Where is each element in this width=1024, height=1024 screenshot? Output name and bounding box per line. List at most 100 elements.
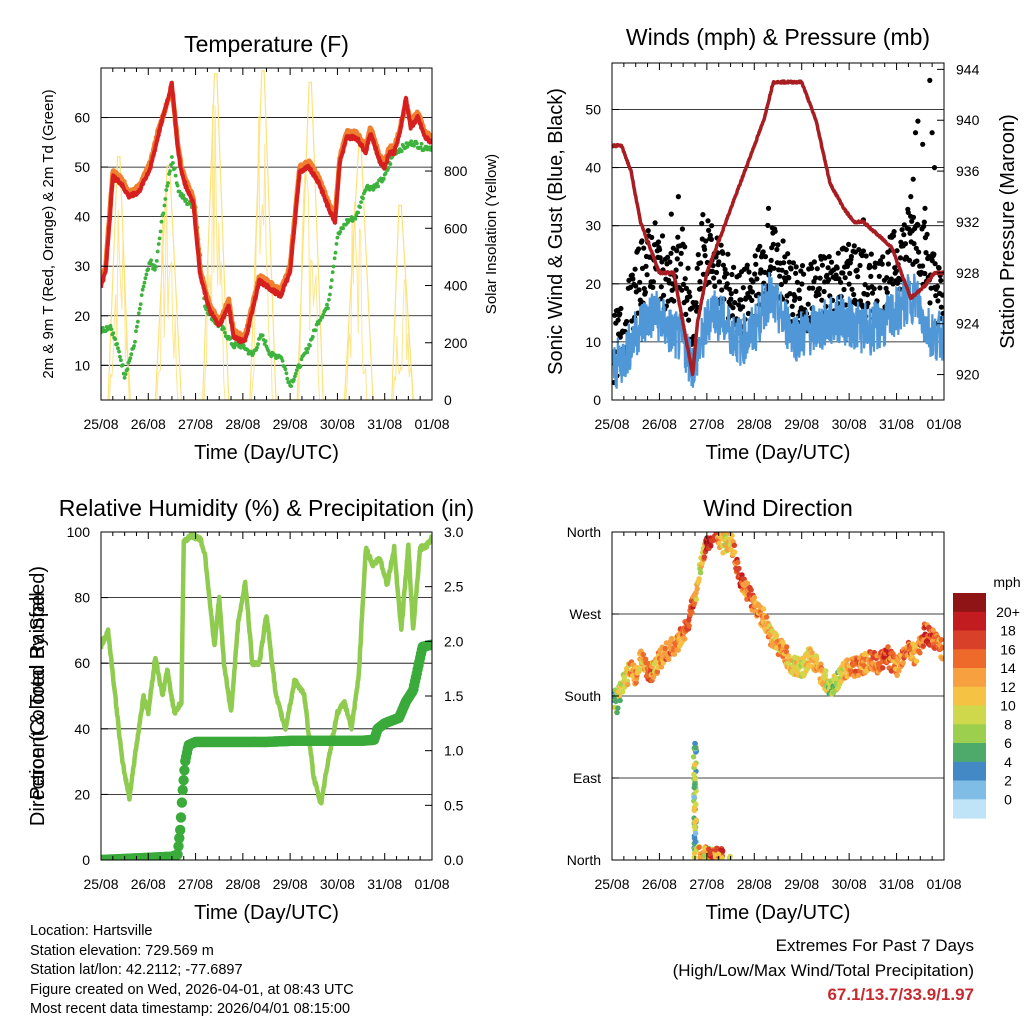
dewpoint-point: [184, 197, 189, 202]
gust-point: [778, 281, 785, 288]
extremes-panel: Extremes For Past 7 Days (High/Low/Max W…: [673, 934, 974, 1008]
colorbar-label: 8: [1004, 716, 1012, 732]
y2-axis-label: Station Pressure (Maroon): [997, 114, 1019, 349]
y2-axis-label: Solar Insolation (Yellow): [483, 154, 500, 314]
direction-point: [940, 644, 944, 651]
gust-point: [912, 130, 919, 136]
gust-point: [667, 259, 673, 265]
x-tick-label: 01/08: [414, 876, 449, 892]
gust-point: [868, 251, 874, 257]
dewpoint-point: [341, 226, 345, 231]
direction-point: [658, 664, 665, 670]
dewpoint-point: [306, 346, 310, 351]
gust-point: [699, 220, 705, 227]
dewpoint-point: [154, 259, 159, 263]
gust-point: [718, 242, 724, 248]
direction-point: [707, 851, 713, 857]
gust-point: [938, 304, 944, 310]
direction-point: [885, 644, 891, 650]
dewpoint-point: [429, 145, 432, 150]
dewpoint-point: [260, 333, 265, 338]
gust-point: [671, 298, 677, 304]
x-tick-label: 31/08: [879, 876, 914, 892]
gust-point: [650, 284, 656, 290]
x-tick-label: 30/08: [832, 416, 867, 432]
direction-point: [692, 740, 698, 747]
dewpoint-point: [333, 250, 338, 255]
gust-point: [879, 261, 885, 267]
direction-point: [686, 623, 692, 629]
gust-point: [765, 205, 772, 211]
direction-point: [614, 709, 620, 716]
x-tick-label: 26/08: [131, 416, 166, 432]
gust-point: [897, 255, 904, 261]
gust-point: [733, 288, 739, 294]
dewpoint-point: [383, 171, 388, 176]
gust-point: [933, 293, 939, 299]
dewpoint-point: [412, 143, 416, 148]
y-tick-label: 50: [74, 159, 90, 175]
gust-point: [615, 317, 621, 323]
direction-point: [682, 636, 688, 642]
dewpoint-point: [165, 184, 170, 188]
direction-point: [731, 542, 738, 548]
direction-point: [786, 654, 792, 660]
gust-point: [652, 220, 658, 226]
gust-point: [788, 266, 794, 272]
gust-point: [905, 209, 911, 216]
y2-tick-label: 1.0: [444, 743, 464, 759]
x-tick-label: 25/08: [594, 876, 629, 892]
direction-point: [650, 674, 657, 680]
gust-point: [629, 272, 635, 278]
direction-point: [615, 705, 621, 711]
series-solar-insolation-detail: [109, 209, 131, 400]
direction-point: [690, 754, 697, 760]
dewpoint-point: [164, 188, 169, 192]
dewpoint-point: [129, 352, 134, 357]
y2-tick-label: 928: [956, 265, 980, 281]
gust-point: [844, 263, 851, 269]
series-gust: [612, 77, 944, 386]
direction-point: [691, 854, 697, 860]
chart-title: Relative Humidity (%) & Precipitation (i…: [59, 495, 474, 521]
gust-point: [698, 260, 704, 266]
gust-point: [758, 267, 764, 273]
gust-point: [819, 262, 826, 268]
colorbar-swatch: [953, 705, 986, 725]
gust-point: [884, 275, 890, 281]
gust-point: [885, 261, 892, 267]
gust-point: [659, 233, 666, 239]
gust-point: [675, 194, 682, 200]
gust-point: [833, 272, 839, 278]
chart-panel-0: 25/08 26/08 27/08 28/08 29/08 30/08 31/08 01/08…: [40, 31, 500, 464]
x-tick-label: 26/08: [642, 876, 677, 892]
gust-point: [783, 269, 789, 276]
x-tick-label: 28/08: [225, 876, 260, 892]
y-tick-label: 80: [74, 590, 90, 606]
gust-point: [643, 263, 649, 269]
direction-point: [917, 650, 923, 656]
gust-point: [915, 118, 921, 124]
gust-point: [794, 279, 801, 285]
gust-point: [857, 262, 863, 269]
dewpoint-point: [101, 326, 105, 330]
gust-point: [756, 291, 762, 297]
dewpoint-point: [334, 242, 339, 246]
colorbar-label: 2: [1004, 773, 1012, 789]
colorbar-swatch: [953, 668, 986, 688]
gust-point: [777, 273, 783, 279]
rainfall-point: [174, 832, 185, 844]
gust-point: [834, 265, 840, 271]
direction-point: [809, 650, 815, 656]
station-latlon: Station lat/lon: 42.2112; -77.6897: [30, 962, 243, 979]
gust-point: [817, 275, 823, 281]
extremes-values: 67.1/13.7/33.9/1.97: [827, 985, 974, 1004]
gust-point: [924, 231, 930, 237]
gust-point: [744, 262, 750, 268]
gust-point: [906, 257, 913, 263]
dewpoint-point: [283, 367, 288, 372]
dewpoint-point: [223, 330, 227, 335]
dewpoint-point: [280, 359, 285, 363]
colorbar-label: 12: [1000, 679, 1016, 695]
gust-point: [779, 267, 785, 273]
